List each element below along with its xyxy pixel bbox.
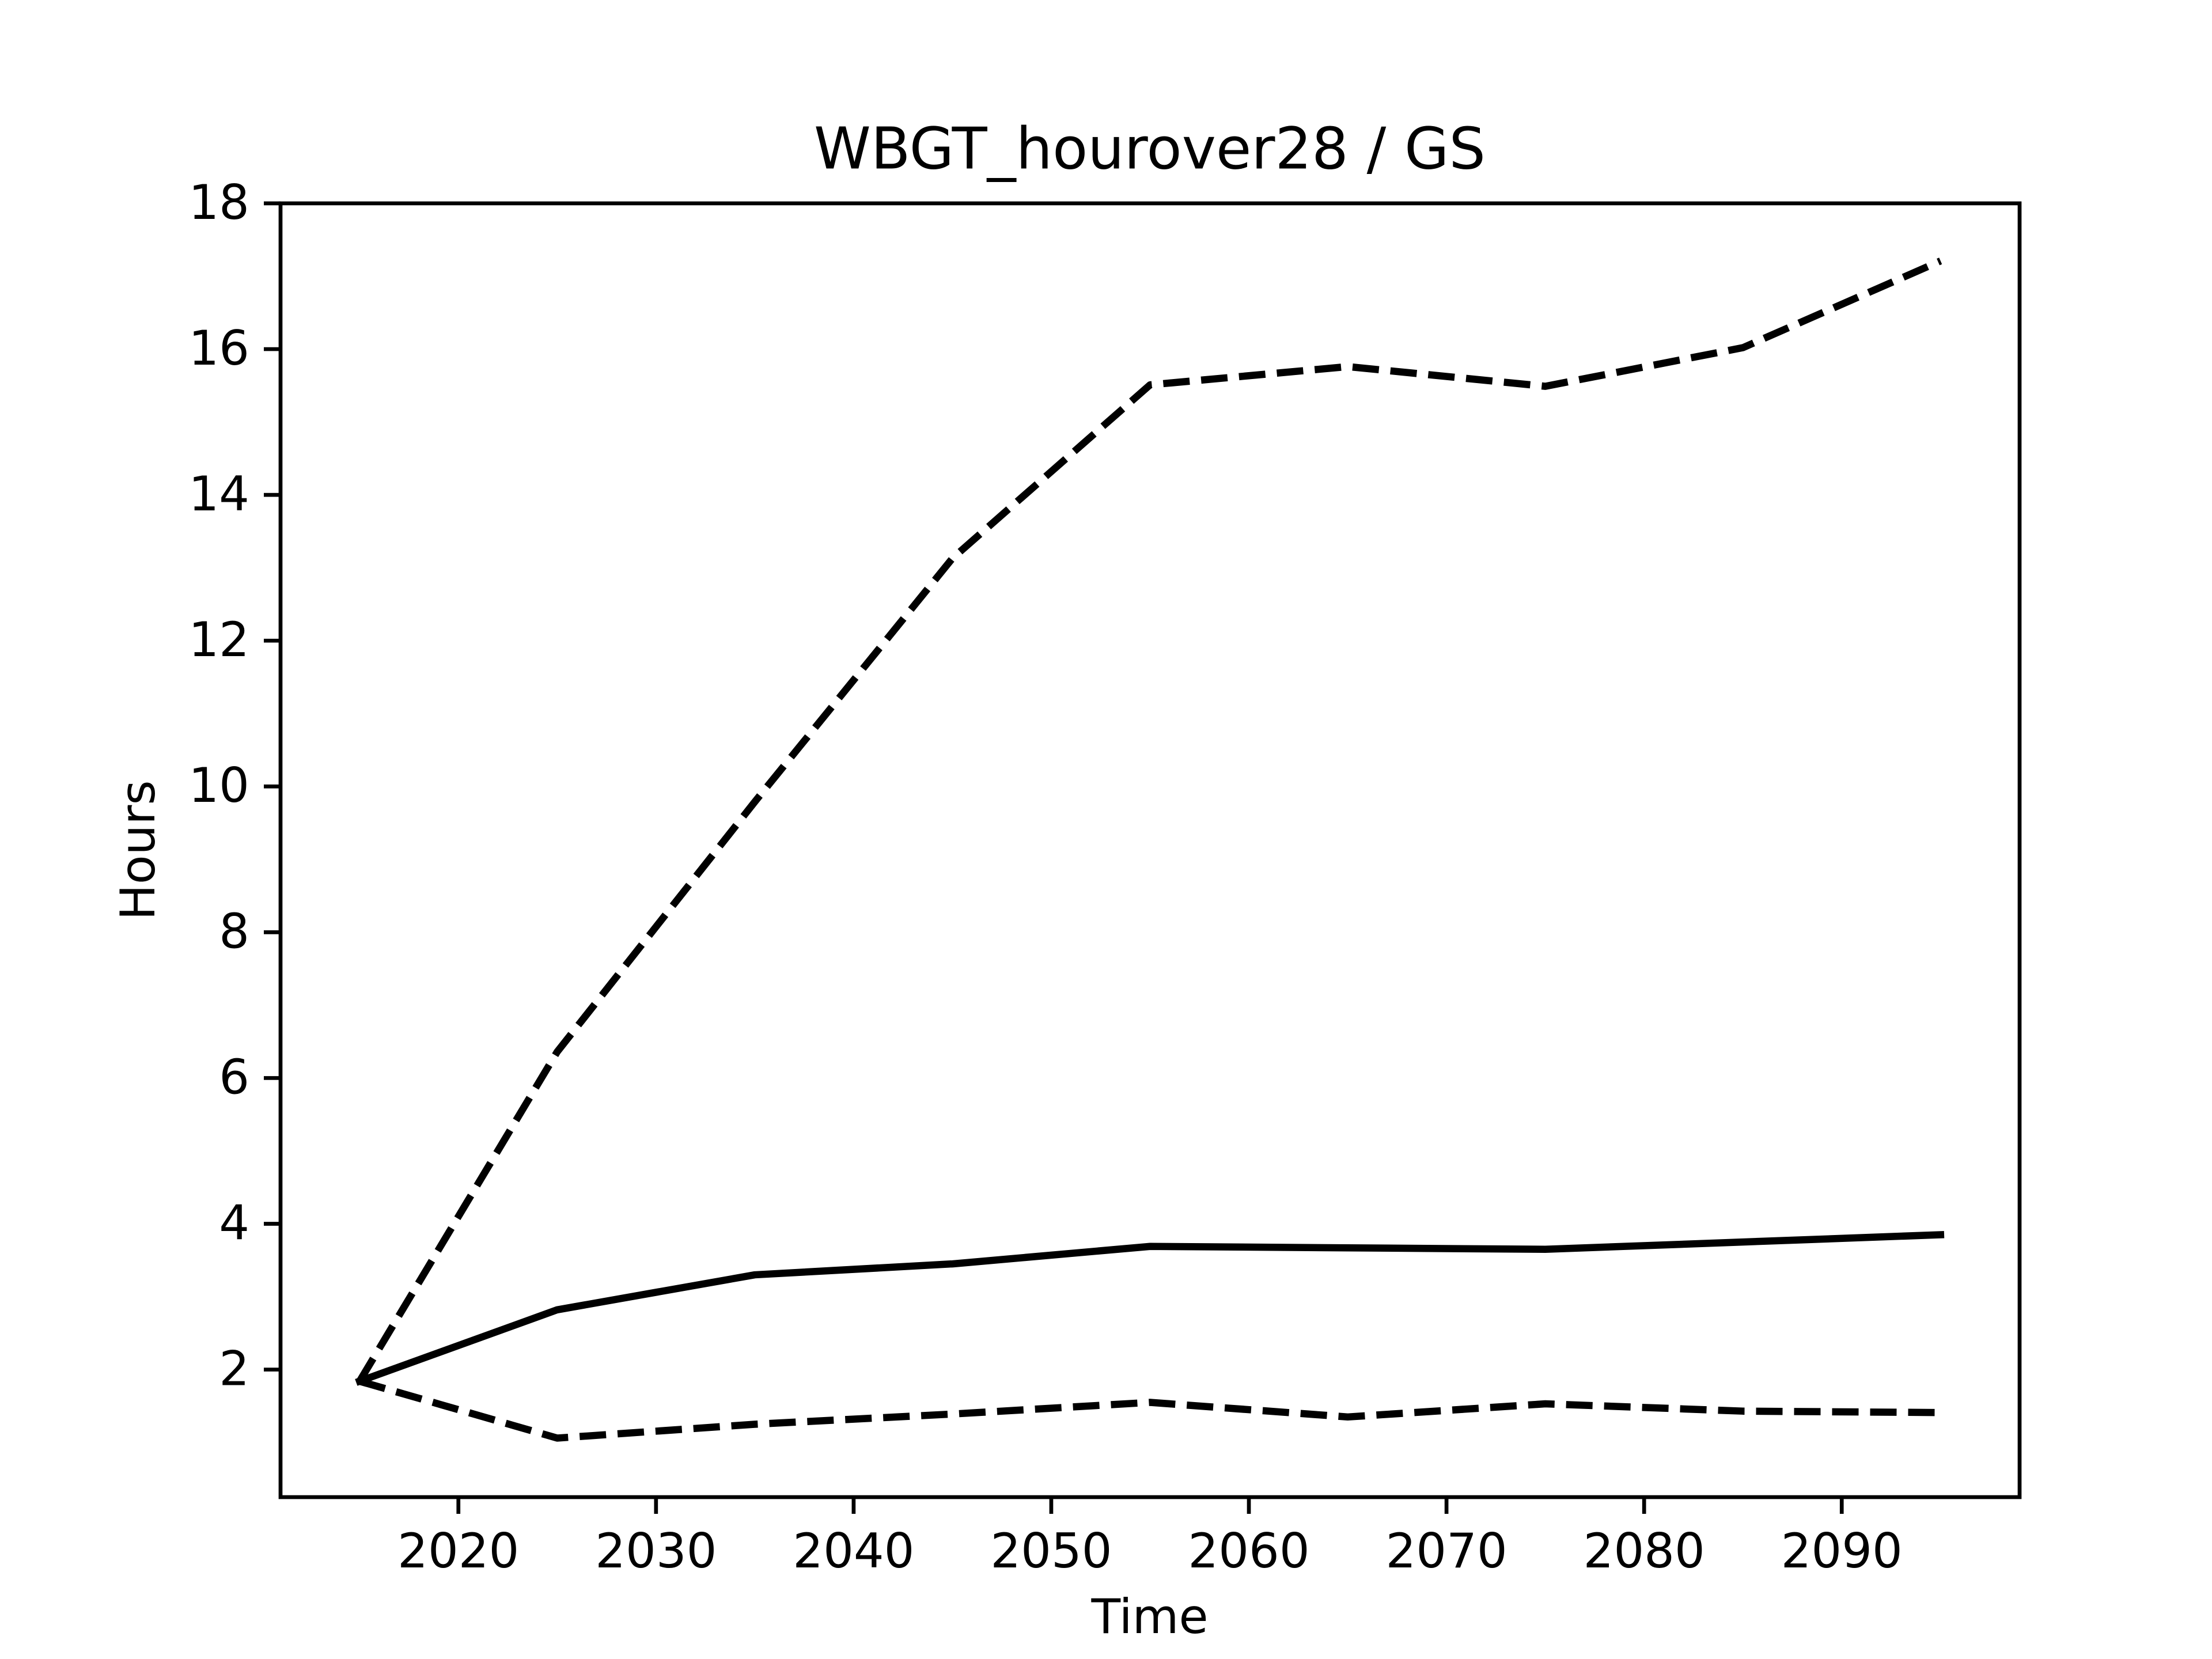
- series-line: [355, 1230, 1945, 1386]
- x-tick-label: 2060: [1188, 1523, 1309, 1579]
- x-tick-label: 2030: [595, 1523, 717, 1579]
- y-tick-label: 10: [188, 757, 249, 813]
- y-tick-label: 12: [188, 612, 249, 668]
- y-tick-label: 18: [188, 175, 249, 230]
- y-tick-label: 6: [219, 1049, 249, 1105]
- chart-title: WBGT_hourover28 / GS: [814, 115, 1486, 182]
- x-tick-label: 2020: [397, 1523, 519, 1579]
- x-tick-label: 2070: [1385, 1523, 1507, 1579]
- y-tick-label: 16: [188, 320, 249, 376]
- x-tick-label: 2040: [793, 1523, 914, 1579]
- y-tick-label: 14: [188, 466, 249, 522]
- y-tick-label: 4: [219, 1195, 249, 1251]
- x-tick-label: 2080: [1584, 1523, 1705, 1579]
- y-tick-label: 8: [219, 903, 249, 959]
- series-line: [356, 257, 1942, 1384]
- x-tick-label: 2090: [1781, 1523, 1903, 1579]
- axes-frame: [278, 201, 2022, 1499]
- y-axis-label: Hours: [110, 780, 166, 920]
- x-axis-label: Time: [1090, 1589, 1208, 1645]
- y-tick-label: 2: [219, 1341, 249, 1397]
- series-line: [358, 1377, 1941, 1442]
- x-tick-label: 2050: [990, 1523, 1112, 1579]
